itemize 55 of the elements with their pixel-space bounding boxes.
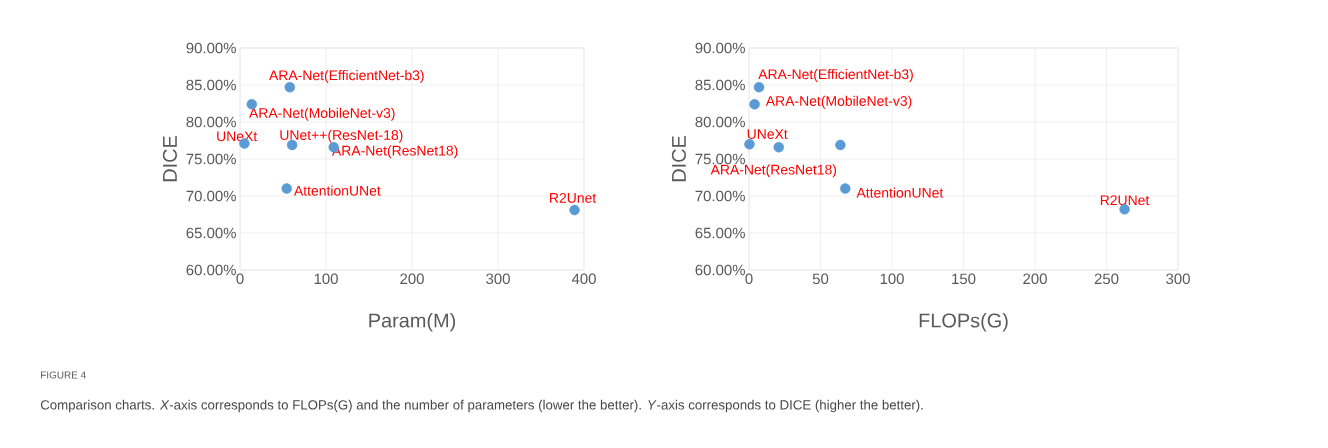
- x-tick-label: 50: [812, 273, 829, 285]
- annotation: ARA-Net(EfficientNet-b3): [269, 70, 424, 84]
- annotation: ARA-Net(ResNet18): [331, 145, 458, 159]
- x-tick-label: 300: [486, 273, 510, 285]
- x-tick-label: 250: [1094, 273, 1119, 285]
- annotation: ARA-Net(MobileNet-v3): [249, 107, 395, 121]
- point: [569, 204, 580, 216]
- caption: FIGURE 4: [41, 371, 86, 379]
- y-tick-label: 90.00%: [186, 42, 236, 54]
- text: Comparison charts. X-axis corresponds to FLOPs(G) and the number of parameters (lower the better). Y-axis corresponds to DICE (higher the better).: [40, 399, 923, 413]
- point: [744, 138, 755, 150]
- annotation: ARA-Net(MobileNet-v3): [765, 95, 912, 109]
- point: [773, 141, 784, 153]
- y-tick-label: 70.00%: [695, 190, 745, 202]
- y-tick-label: 60.00%: [695, 264, 745, 276]
- point: [840, 183, 851, 194]
- point: [749, 99, 760, 110]
- annotation: UNeXt: [217, 131, 258, 142]
- point: [753, 82, 765, 93]
- annotation: ARA-Net(ResNet18): [710, 164, 837, 178]
- x-axis-title: Param(M): [369, 312, 456, 332]
- point: [281, 183, 292, 194]
- point: [1119, 204, 1130, 215]
- annotation: UNet++(ResNet-18): [280, 129, 403, 143]
- annotation: UNeXt: [747, 129, 788, 139]
- x-tick-label: 150: [952, 273, 976, 285]
- y-tick-label: 75.00%: [186, 153, 236, 165]
- x-tick-label: 200: [1023, 273, 1047, 285]
- x-tick-label: 300: [1166, 273, 1190, 285]
- x-tick-label: 100: [314, 273, 338, 285]
- x-tick-label: 200: [400, 273, 424, 285]
- x-tick-label: 0: [745, 273, 753, 285]
- y-tick-label: 85.00%: [695, 79, 745, 91]
- point: [284, 82, 296, 93]
- annotation: R2UNet: [1100, 195, 1150, 206]
- y-tick-label: 60.00%: [186, 264, 236, 276]
- annotation: R2Unet: [550, 192, 597, 203]
- annotation: AttentionUNet: [856, 187, 944, 198]
- x-tick-label: 400: [571, 273, 596, 285]
- x-tick-label: 0: [236, 273, 244, 285]
- annotation: AttentionUNet: [293, 185, 381, 196]
- y-axis-title: DICE: [162, 136, 177, 182]
- point: [835, 139, 846, 151]
- annotation: ARA-Net(EfficientNet-b3): [758, 69, 913, 83]
- y-tick-label: 85.00%: [186, 79, 236, 91]
- y-tick-label: 65.00%: [695, 227, 745, 239]
- y-tick-label: 80.00%: [695, 116, 745, 128]
- y-tick-label: 80.00%: [186, 116, 236, 128]
- x-tick-label: 100: [880, 273, 904, 285]
- y-axis-title: DICE: [671, 136, 686, 182]
- x-axis-title: FLOPs(G): [919, 312, 1008, 332]
- y-tick-label: 70.00%: [186, 190, 236, 202]
- y-tick-label: 65.00%: [186, 227, 236, 239]
- y-tick-label: 75.00%: [695, 153, 745, 165]
- y-tick-label: 90.00%: [695, 42, 745, 54]
